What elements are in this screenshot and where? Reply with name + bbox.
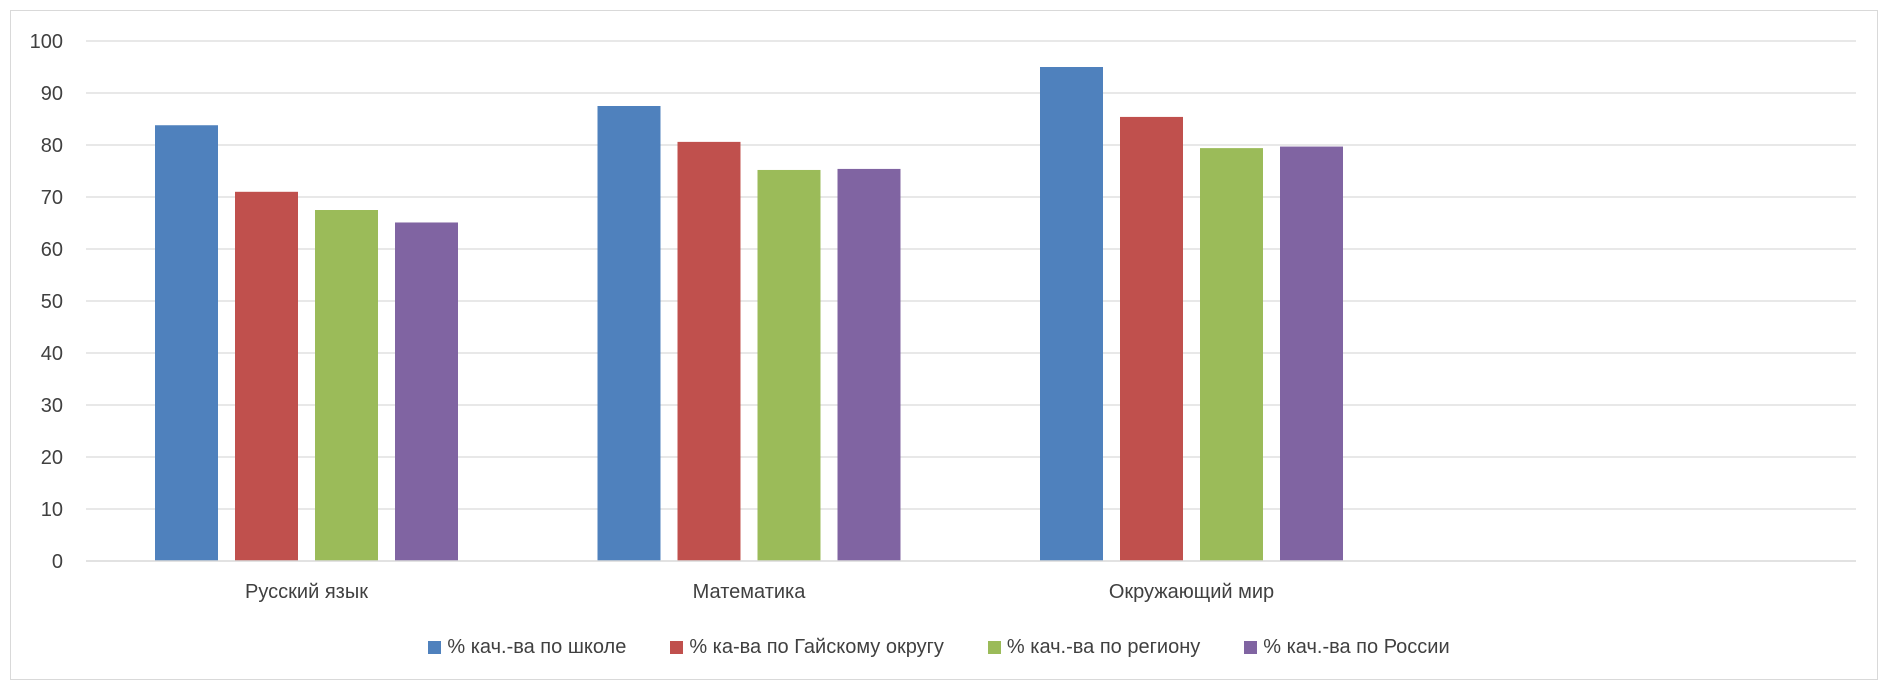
- bar: [395, 222, 458, 562]
- y-tick-label: 10: [41, 499, 63, 521]
- y-tick-label: 60: [41, 239, 63, 261]
- bar: [597, 106, 661, 561]
- category-labels: Русский язык Математика Окружающий мир: [245, 581, 1274, 603]
- bar: [235, 191, 298, 562]
- legend-swatch: [1244, 640, 1258, 654]
- legend-swatch: [987, 640, 1001, 654]
- bar: [315, 210, 378, 561]
- bar: [1200, 148, 1263, 561]
- y-tick-label: 50: [41, 291, 63, 313]
- bar: [1040, 67, 1103, 561]
- bar: [1120, 116, 1183, 562]
- legend-item: % ка-ва по Гайскому округу: [670, 636, 944, 659]
- legend: % кач.-ва по школе % ка-ва по Гайскому ок…: [0, 634, 1878, 660]
- y-axis-tick-labels: 0 10 20 30 40 50 60 70 80 90 100: [30, 31, 63, 573]
- y-tick-label: 80: [41, 135, 63, 157]
- bar: [1280, 146, 1343, 561]
- legend-item: % кач.-ва по региону: [987, 635, 1201, 659]
- legend-item: % кач.-ва по России: [1244, 635, 1450, 659]
- legend-swatch: [670, 640, 684, 654]
- legend-label: % кач.-ва по региону: [1006, 635, 1201, 658]
- y-tick-label: 30: [41, 395, 63, 417]
- y-tick-label: 40: [41, 343, 63, 365]
- bars: [155, 67, 1343, 562]
- bar: [837, 168, 901, 562]
- legend-item: % кач.-ва по школе: [428, 636, 626, 659]
- y-tick-label: 20: [41, 447, 63, 469]
- category-label: Окружающий мир: [1109, 581, 1274, 603]
- bar: [155, 125, 218, 562]
- y-tick-label: 70: [41, 187, 63, 209]
- bar: [677, 141, 741, 561]
- category-label: Математика: [693, 581, 807, 603]
- legend-label: % кач.-ва по школе: [447, 635, 627, 658]
- y-tick-label: 0: [52, 551, 63, 573]
- legend-swatch: [428, 640, 442, 654]
- y-tick-label: 90: [41, 83, 63, 105]
- legend-label: % кач.-ва по России: [1263, 635, 1450, 658]
- bar: [757, 169, 821, 561]
- y-tick-label: 100: [30, 31, 63, 53]
- category-label: Русский язык: [245, 581, 368, 603]
- gridlines: [86, 40, 1856, 510]
- legend-label: % ка-ва по Гайскому округу: [689, 635, 944, 658]
